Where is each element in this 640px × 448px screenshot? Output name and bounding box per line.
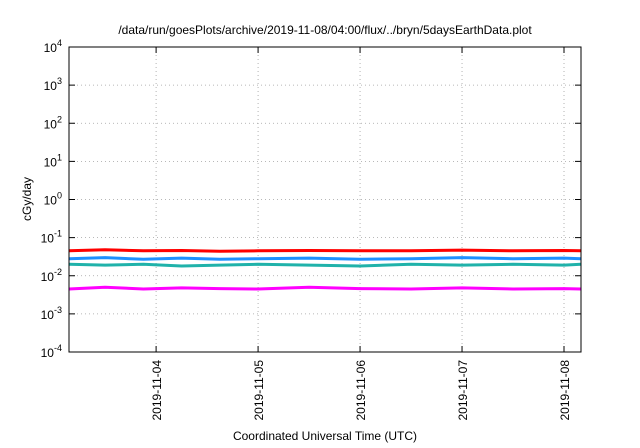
y-tick-label: 102 xyxy=(44,114,62,131)
y-tick-label: 10-3 xyxy=(41,305,62,322)
y-tick-label: 104 xyxy=(44,38,62,55)
y-tick-label: 10-1 xyxy=(41,229,62,246)
x-axis-ticks: 2019-11-04 2019-11-05 2019-11-06 2019-11-07… xyxy=(150,47,572,421)
series-line-3 xyxy=(68,262,582,268)
y-axis-ticks: 10-4 10-3 10-2 10-1 100 101 102 103 104 xyxy=(41,38,581,360)
grid xyxy=(69,47,581,352)
x-tick-label: 2019-11-07 xyxy=(456,360,470,421)
x-tick-label: 2019-11-04 xyxy=(150,360,164,421)
y-tick-label: 103 xyxy=(44,76,62,93)
x-axis-label: Coordinated Universal Time (UTC) xyxy=(233,429,417,443)
x-tick-label: 2019-11-06 xyxy=(354,360,368,421)
y-tick-label: 101 xyxy=(44,152,62,169)
series-line-4 xyxy=(68,285,582,291)
x-tick-label: 2019-11-05 xyxy=(252,360,266,421)
y-tick-label: 10-4 xyxy=(41,343,62,360)
x-tick-label: 2019-11-08 xyxy=(558,360,572,421)
y-axis-label: cGy/day xyxy=(20,177,34,221)
y-tick-label: 100 xyxy=(44,191,62,208)
series-group xyxy=(68,248,582,291)
y-tick-label: 10-2 xyxy=(41,267,62,284)
series-line-1 xyxy=(68,248,582,253)
chart-title: /data/run/goesPlots/archive/2019-11-08/0… xyxy=(118,23,532,37)
series-line-2 xyxy=(68,256,582,261)
